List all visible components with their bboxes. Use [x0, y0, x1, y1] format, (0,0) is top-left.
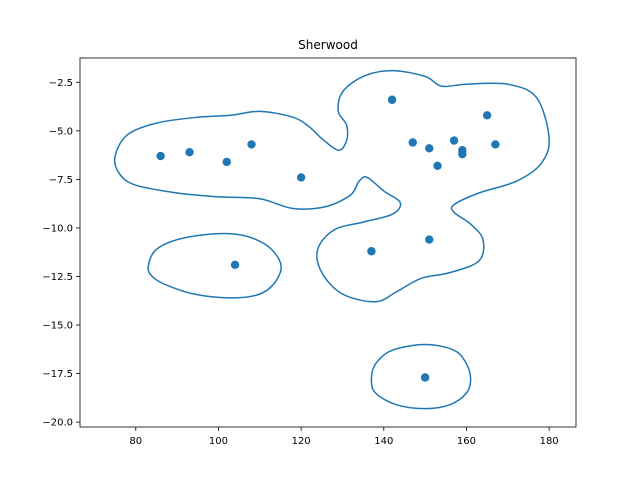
x-tick-label: 120	[292, 436, 311, 447]
y-tick-label: −7.5	[49, 175, 73, 186]
data-point	[408, 138, 417, 147]
y-tick-label: −12.5	[42, 272, 73, 283]
data-point	[420, 373, 430, 382]
data-point	[230, 260, 240, 270]
scatter-points	[156, 95, 500, 382]
data-point	[387, 95, 397, 104]
contour-line	[147, 232, 282, 299]
contour-line	[113, 69, 550, 303]
y-axis: −2.5 −5.0 −7.5 −10.0 −12.5 −15.0 −17.5 −20.0	[42, 78, 80, 429]
x-tick-label: 180	[540, 436, 559, 447]
data-point	[222, 157, 231, 167]
y-tick-label: −5.0	[49, 126, 73, 137]
data-point	[433, 161, 442, 170]
data-point	[296, 173, 306, 182]
data-point	[156, 151, 165, 161]
y-tick-label: −2.5	[49, 78, 73, 89]
y-tick-label: −17.5	[42, 369, 73, 380]
data-point	[425, 235, 434, 244]
data-point	[449, 136, 459, 145]
x-tick-label: 160	[457, 436, 476, 447]
data-point	[458, 149, 467, 159]
data-point	[247, 140, 256, 149]
x-axis: 80 100 120 140 160 180	[129, 427, 559, 447]
chart-title: Sherwood	[298, 38, 358, 52]
plot-frame	[79, 57, 577, 428]
data-point	[491, 140, 500, 149]
data-point	[425, 144, 434, 153]
contour-line	[370, 343, 472, 410]
y-tick-label: −10.0	[42, 223, 73, 234]
data-point	[185, 147, 194, 157]
y-tick-label: −15.0	[42, 321, 73, 332]
y-tick-label: −20.0	[42, 418, 73, 429]
x-tick-label: 140	[374, 436, 393, 447]
data-point	[367, 247, 376, 256]
contour-group	[113, 69, 550, 410]
x-tick-label: 100	[209, 436, 228, 447]
data-point	[482, 111, 492, 120]
x-tick-label: 80	[129, 436, 142, 447]
